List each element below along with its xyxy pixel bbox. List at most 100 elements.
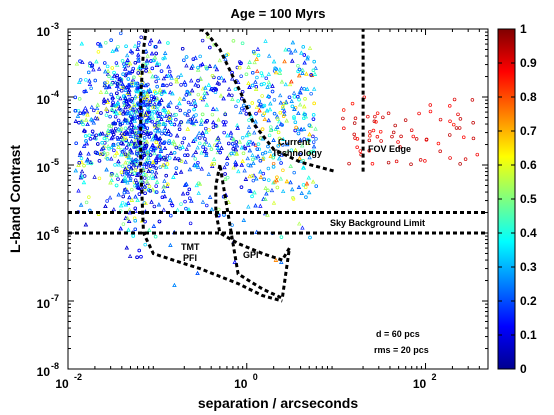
scatter-point bbox=[109, 92, 113, 97]
scatter-point bbox=[251, 141, 256, 146]
scatter-point bbox=[148, 160, 152, 165]
scatter-point bbox=[254, 111, 258, 116]
curve-4 bbox=[214, 164, 291, 301]
scatter-point bbox=[116, 126, 121, 131]
scatter-point bbox=[92, 174, 97, 179]
scatter-point bbox=[157, 154, 161, 158]
scatter-point bbox=[161, 188, 166, 194]
scatter-point bbox=[256, 53, 261, 58]
scatter-point bbox=[143, 185, 147, 189]
scatter-point bbox=[308, 123, 314, 128]
scatter-point bbox=[96, 142, 100, 146]
scatter-point-tail bbox=[373, 114, 377, 119]
scatter-point bbox=[209, 147, 214, 151]
scatter-point bbox=[250, 83, 255, 88]
scatter-point bbox=[268, 127, 274, 132]
scatter-point bbox=[310, 179, 316, 184]
scatter-point bbox=[156, 104, 160, 108]
scatter-point bbox=[142, 176, 147, 180]
scatter-point bbox=[158, 148, 164, 154]
scatter-point bbox=[154, 91, 158, 95]
scatter-point bbox=[207, 142, 212, 147]
plot-frame bbox=[67, 28, 489, 370]
scatter-point bbox=[288, 180, 293, 185]
scatter-point bbox=[150, 119, 154, 124]
scatter-point-tail bbox=[355, 137, 360, 141]
scatter-point bbox=[302, 60, 307, 65]
scatter-point bbox=[227, 141, 231, 146]
scatter-point bbox=[311, 68, 316, 72]
scatter-point bbox=[195, 270, 200, 276]
scatter-point bbox=[76, 162, 81, 167]
scatter-point bbox=[112, 120, 117, 125]
scatter-point bbox=[101, 145, 106, 150]
scatter-point bbox=[178, 108, 182, 113]
scatter-point bbox=[242, 168, 247, 173]
scatter-point bbox=[167, 115, 172, 119]
scatter-point bbox=[170, 203, 175, 208]
scatter-point bbox=[198, 121, 204, 126]
annotation-current-technology-line2: Technology bbox=[272, 148, 322, 158]
scatter-point bbox=[265, 93, 271, 98]
scatter-point bbox=[164, 113, 169, 119]
scatter-point bbox=[150, 170, 154, 174]
scatter-point bbox=[299, 86, 304, 91]
scatter-point bbox=[155, 117, 160, 122]
scatter-point bbox=[301, 45, 305, 49]
scatter-point bbox=[279, 259, 284, 264]
scatter-point bbox=[195, 67, 201, 72]
scatter-point-tail bbox=[448, 104, 452, 108]
scatter-point bbox=[123, 202, 129, 207]
scatter-point bbox=[158, 153, 163, 158]
scatter-point bbox=[311, 117, 316, 121]
scatter-point-tail bbox=[367, 138, 372, 143]
scatter-point bbox=[226, 86, 232, 91]
scatter-point bbox=[132, 43, 138, 48]
scatter-point bbox=[146, 106, 151, 111]
scatter-point bbox=[193, 163, 198, 168]
scatter-point bbox=[257, 108, 262, 113]
scatter-point-tail bbox=[358, 149, 363, 153]
scatter-point bbox=[80, 119, 84, 123]
scatter-point bbox=[202, 94, 207, 99]
scatter-point bbox=[304, 195, 308, 199]
scatter-point bbox=[155, 129, 161, 134]
x-tick-exp-0: -2 bbox=[74, 372, 82, 382]
scatter-point bbox=[112, 110, 117, 115]
scatter-point bbox=[251, 49, 256, 54]
scatter-point bbox=[265, 84, 270, 89]
scatter-point-tail bbox=[470, 98, 475, 102]
scatter-point bbox=[105, 68, 111, 73]
scatter-point bbox=[103, 69, 108, 74]
scatter-point bbox=[127, 104, 131, 108]
scatter-point bbox=[275, 114, 280, 119]
scatter-point bbox=[228, 130, 234, 135]
scatter-point bbox=[185, 89, 189, 94]
scatter-point bbox=[100, 141, 104, 145]
scatter-point bbox=[126, 125, 132, 130]
scatter-point bbox=[129, 111, 133, 115]
scatter-point bbox=[118, 96, 123, 101]
scatter-point bbox=[136, 185, 141, 190]
scatter-point bbox=[152, 151, 157, 156]
scatter-point bbox=[126, 97, 132, 102]
scatter-point bbox=[127, 177, 133, 182]
scatter-point bbox=[95, 116, 100, 121]
scatter-point bbox=[235, 65, 240, 70]
scatter-point bbox=[144, 179, 150, 184]
scatter-point bbox=[278, 93, 283, 98]
scatter-point bbox=[114, 110, 120, 116]
scatter-point bbox=[112, 73, 117, 78]
scatter-point bbox=[305, 56, 310, 61]
scatter-point bbox=[212, 161, 216, 166]
scatter-point bbox=[217, 207, 221, 212]
scatter-point bbox=[197, 130, 202, 135]
scatter-point bbox=[133, 94, 138, 99]
colorbar-tick-label-1: 0.1 bbox=[520, 328, 537, 342]
scatter-point bbox=[201, 133, 205, 138]
scatter-point bbox=[255, 147, 260, 151]
scatter-point bbox=[159, 97, 164, 102]
scatter-point bbox=[161, 207, 166, 212]
scatter-point bbox=[193, 118, 199, 123]
scatter-point bbox=[123, 179, 127, 183]
